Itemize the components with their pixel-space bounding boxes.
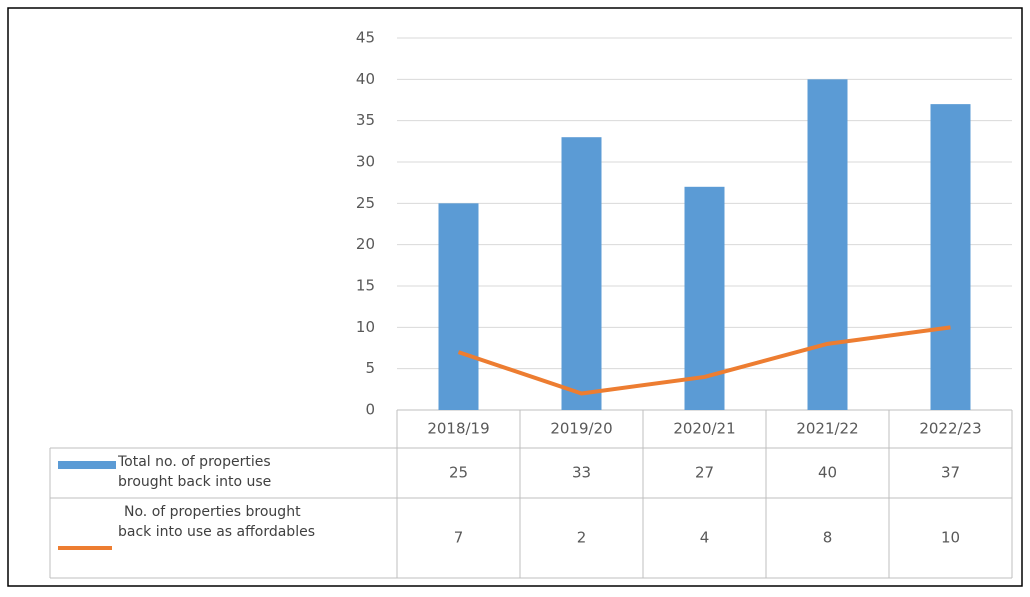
table-value: 40 bbox=[818, 464, 837, 482]
legend-label: Total no. of properties brought back int… bbox=[118, 454, 272, 490]
table-value: 7 bbox=[454, 529, 464, 547]
bar bbox=[561, 137, 602, 410]
bar bbox=[438, 203, 479, 410]
bar bbox=[807, 79, 848, 410]
y-tick-label: 5 bbox=[365, 359, 375, 377]
y-tick-label: 25 bbox=[356, 194, 375, 212]
x-tick-label: 2018/19 bbox=[427, 420, 489, 438]
table-value: 2 bbox=[577, 529, 587, 547]
bar bbox=[930, 104, 971, 410]
table-value: 8 bbox=[823, 529, 833, 547]
table-value: 37 bbox=[941, 464, 960, 482]
y-tick-label: 40 bbox=[356, 70, 375, 88]
y-tick-label: 10 bbox=[356, 318, 375, 336]
table-value: 4 bbox=[700, 529, 710, 547]
y-tick-label: 0 bbox=[365, 401, 375, 419]
table-value: 25 bbox=[449, 464, 468, 482]
chart-border bbox=[7, 7, 1023, 587]
x-tick-label: 2021/22 bbox=[796, 420, 858, 438]
x-tick-label: 2019/20 bbox=[550, 420, 612, 438]
x-tick-label: 2022/23 bbox=[919, 420, 981, 438]
y-tick-label: 20 bbox=[356, 235, 375, 253]
legend-label: No. of properties brought back into use … bbox=[118, 504, 315, 540]
line bbox=[457, 325, 951, 396]
table-value: 33 bbox=[572, 464, 591, 482]
table-value: 27 bbox=[695, 464, 714, 482]
table-value: 10 bbox=[941, 529, 960, 547]
y-tick-label: 15 bbox=[356, 277, 375, 295]
x-tick-label: 2020/21 bbox=[673, 420, 735, 438]
y-tick-label: 35 bbox=[356, 111, 375, 129]
legend-cell: Total no. of properties brought back int… bbox=[118, 454, 272, 490]
y-tick-label: 30 bbox=[356, 153, 375, 171]
legend-cell: No. of properties brought back into use … bbox=[118, 504, 315, 540]
y-tick-label: 45 bbox=[356, 29, 375, 47]
legend-key bbox=[58, 461, 116, 469]
